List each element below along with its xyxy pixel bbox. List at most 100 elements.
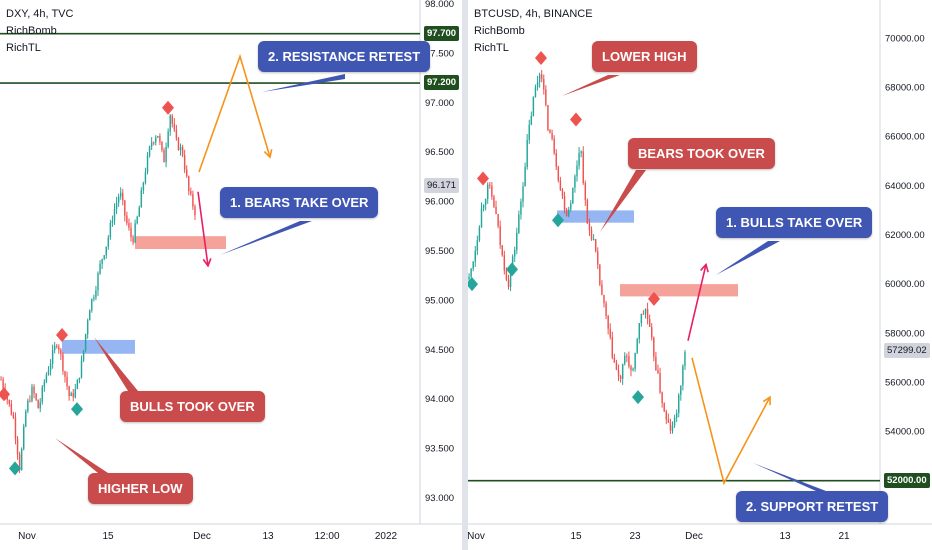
direction-arrow (687, 264, 707, 341)
projection-path (198, 53, 271, 173)
candle-body (636, 338, 638, 353)
candle-body (663, 403, 665, 412)
candle-body (93, 297, 95, 299)
candle-body (653, 337, 655, 357)
y-tick-label: 95.000 (425, 295, 454, 306)
candle-body (10, 403, 13, 415)
candle-body (25, 411, 27, 427)
candle-body (615, 362, 618, 370)
candle-body (642, 313, 645, 315)
candle-body (657, 370, 659, 374)
pivot-high-marker (162, 100, 174, 115)
candle-body (31, 386, 33, 402)
candle-body (18, 454, 21, 470)
x-tick-label: 23 (629, 531, 641, 542)
candle-body (144, 172, 147, 183)
candle-body (6, 396, 8, 400)
candle-body (655, 356, 657, 371)
candle-body (136, 216, 138, 224)
candle-body (621, 363, 624, 379)
direction-arrowhead (700, 262, 709, 273)
y-tick-label: 70000.00 (885, 33, 925, 44)
dxy-indicator-richbomb[interactable]: RichBomb (6, 25, 57, 37)
y-tick-label: 66000.00 (885, 132, 925, 143)
y-tick-label: 68000.00 (885, 83, 925, 94)
candle-body (671, 425, 674, 431)
candle-body (567, 209, 570, 217)
candle-body (497, 214, 499, 227)
y-tick-label: 97.500 (425, 48, 454, 59)
candle-body (584, 183, 587, 201)
lower-high-callout: LOWER HIGH (592, 41, 697, 72)
direction-arrowhead (202, 258, 212, 268)
candle-body (37, 399, 39, 409)
candle-body (107, 237, 110, 247)
candle-body (484, 199, 487, 205)
candle-body (78, 377, 81, 381)
btc-indicator-richbomb[interactable]: RichBomb (474, 25, 525, 37)
candle-body (122, 192, 124, 201)
candle-body (76, 380, 79, 389)
candle-body (47, 370, 50, 375)
pivot-low-marker (506, 262, 518, 277)
candle-body (646, 308, 649, 319)
candle-body (58, 346, 60, 350)
dxy-indicator-richtl[interactable]: RichTL (6, 42, 41, 54)
candle-body (678, 394, 680, 413)
dxy-chart-panel[interactable]: 98.000 97.500 97.000 96.500 96.000 95.500 95.0… (0, 0, 462, 550)
candle-body (659, 373, 661, 393)
btc-indicator-richtl[interactable]: RichTL (474, 42, 509, 54)
pivot-low-marker (468, 277, 478, 292)
candle-body (14, 417, 17, 439)
candle-body (134, 223, 136, 243)
candle-body (16, 438, 19, 455)
candle-body (150, 142, 153, 147)
candle-body (177, 138, 180, 150)
bears-take-over-callout: 1. BEARS TAKE OVER (220, 187, 379, 218)
candle-body (675, 412, 678, 418)
candle-body (181, 146, 184, 156)
candle-body (142, 182, 145, 191)
candle-body (128, 223, 130, 228)
demand-zone (62, 339, 135, 354)
btcusd-chart[interactable]: 70000.00 68000.00 66000.00 64000.00 62000.00… (468, 0, 932, 550)
candle-body (667, 419, 670, 423)
candle-body (192, 193, 194, 207)
pivot-high-marker (0, 387, 10, 402)
candle-body (640, 313, 643, 324)
btcusd-chart-panel[interactable]: 70000.00 68000.00 66000.00 64000.00 62000.00… (468, 0, 932, 550)
projection-path (691, 357, 771, 486)
candle-body (20, 449, 23, 470)
candle-body (648, 318, 651, 327)
candle-body (146, 155, 149, 173)
candle-body (578, 153, 580, 166)
y-tick-label: 95.500 (425, 246, 454, 257)
candle-body (138, 207, 140, 217)
candle-body (35, 393, 37, 400)
pivot-low-marker (9, 461, 21, 476)
candle-body (495, 206, 497, 215)
candle-body (101, 259, 103, 264)
candle-body (513, 249, 516, 257)
x-tick-label: Dec (685, 531, 703, 542)
candle-body (634, 352, 636, 369)
candle-body (165, 146, 167, 163)
pivot-high-marker (477, 171, 489, 186)
x-tick-label: Nov (18, 531, 36, 542)
btc-symbol-title[interactable]: BTCUSD, 4h, BINANCE (474, 8, 593, 20)
pivot-high-marker (570, 112, 582, 127)
candle-body (474, 250, 476, 262)
panel-divider[interactable] (462, 0, 468, 550)
candle-body (29, 400, 31, 402)
pivot-low-marker (71, 402, 83, 417)
candle-body (155, 137, 157, 143)
candle-body (476, 240, 479, 251)
candle-body (599, 264, 601, 285)
candle-body (594, 239, 597, 252)
y-tick-label: 60000.00 (885, 279, 925, 290)
dxy-chart[interactable]: 98.000 97.500 97.000 96.500 96.000 95.500 95.0… (0, 0, 462, 550)
dxy-current-price-tag: 96.171 (424, 178, 460, 193)
dxy-symbol-title[interactable]: DXY, 4h, TVC (6, 8, 74, 20)
candle-body (91, 298, 93, 311)
candle-body (68, 386, 70, 397)
